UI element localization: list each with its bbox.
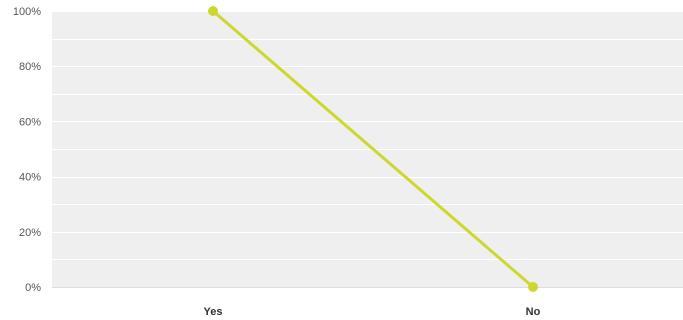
y-axis-tick-labels: 0% 20% 40% 60% 80% 100% xyxy=(13,6,41,294)
data-point[interactable] xyxy=(528,282,538,292)
y-tick-label: 40% xyxy=(19,172,41,184)
series-group xyxy=(208,6,538,292)
x-category-label: No xyxy=(526,306,541,318)
y-tick-label: 60% xyxy=(19,116,41,128)
series-line xyxy=(212,9,534,289)
x-axis-category-labels: Yes No xyxy=(204,306,541,318)
y-tick-label: 0% xyxy=(25,282,41,294)
gridlines xyxy=(52,11,683,288)
data-point[interactable] xyxy=(208,6,218,16)
y-tick-label: 100% xyxy=(13,6,41,18)
y-tick-label: 80% xyxy=(19,61,41,73)
x-category-label: Yes xyxy=(204,306,223,318)
y-tick-label: 20% xyxy=(19,227,41,239)
